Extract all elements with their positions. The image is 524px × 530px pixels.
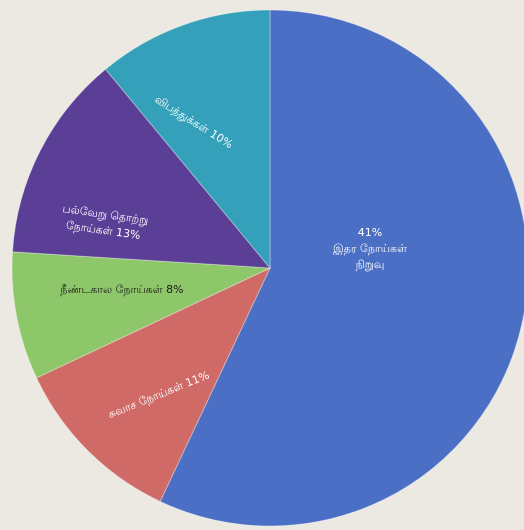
pie-slice-1: [35, 266, 272, 503]
pie-slice-label-line: நீண்டகால நோய்கள் 8%: [60, 283, 183, 296]
pie-slice-label-line: இதர நோய்கள்: [333, 242, 407, 255]
pie-slice-0: [159, 9, 524, 527]
pie-slice-label-2: நீண்டகால நோய்கள் 8%: [60, 283, 183, 296]
pie-slice-label-line: 41%: [358, 226, 382, 239]
pie-slice-2: [11, 251, 271, 379]
pie-slice-label-0: 41% இதர நோய்கள் நிறுவு: [333, 226, 407, 271]
pie-slice-3: [11, 68, 272, 269]
pie-slice-label-line: நிறுவு: [356, 258, 385, 271]
pie-slice-4: [104, 9, 271, 270]
